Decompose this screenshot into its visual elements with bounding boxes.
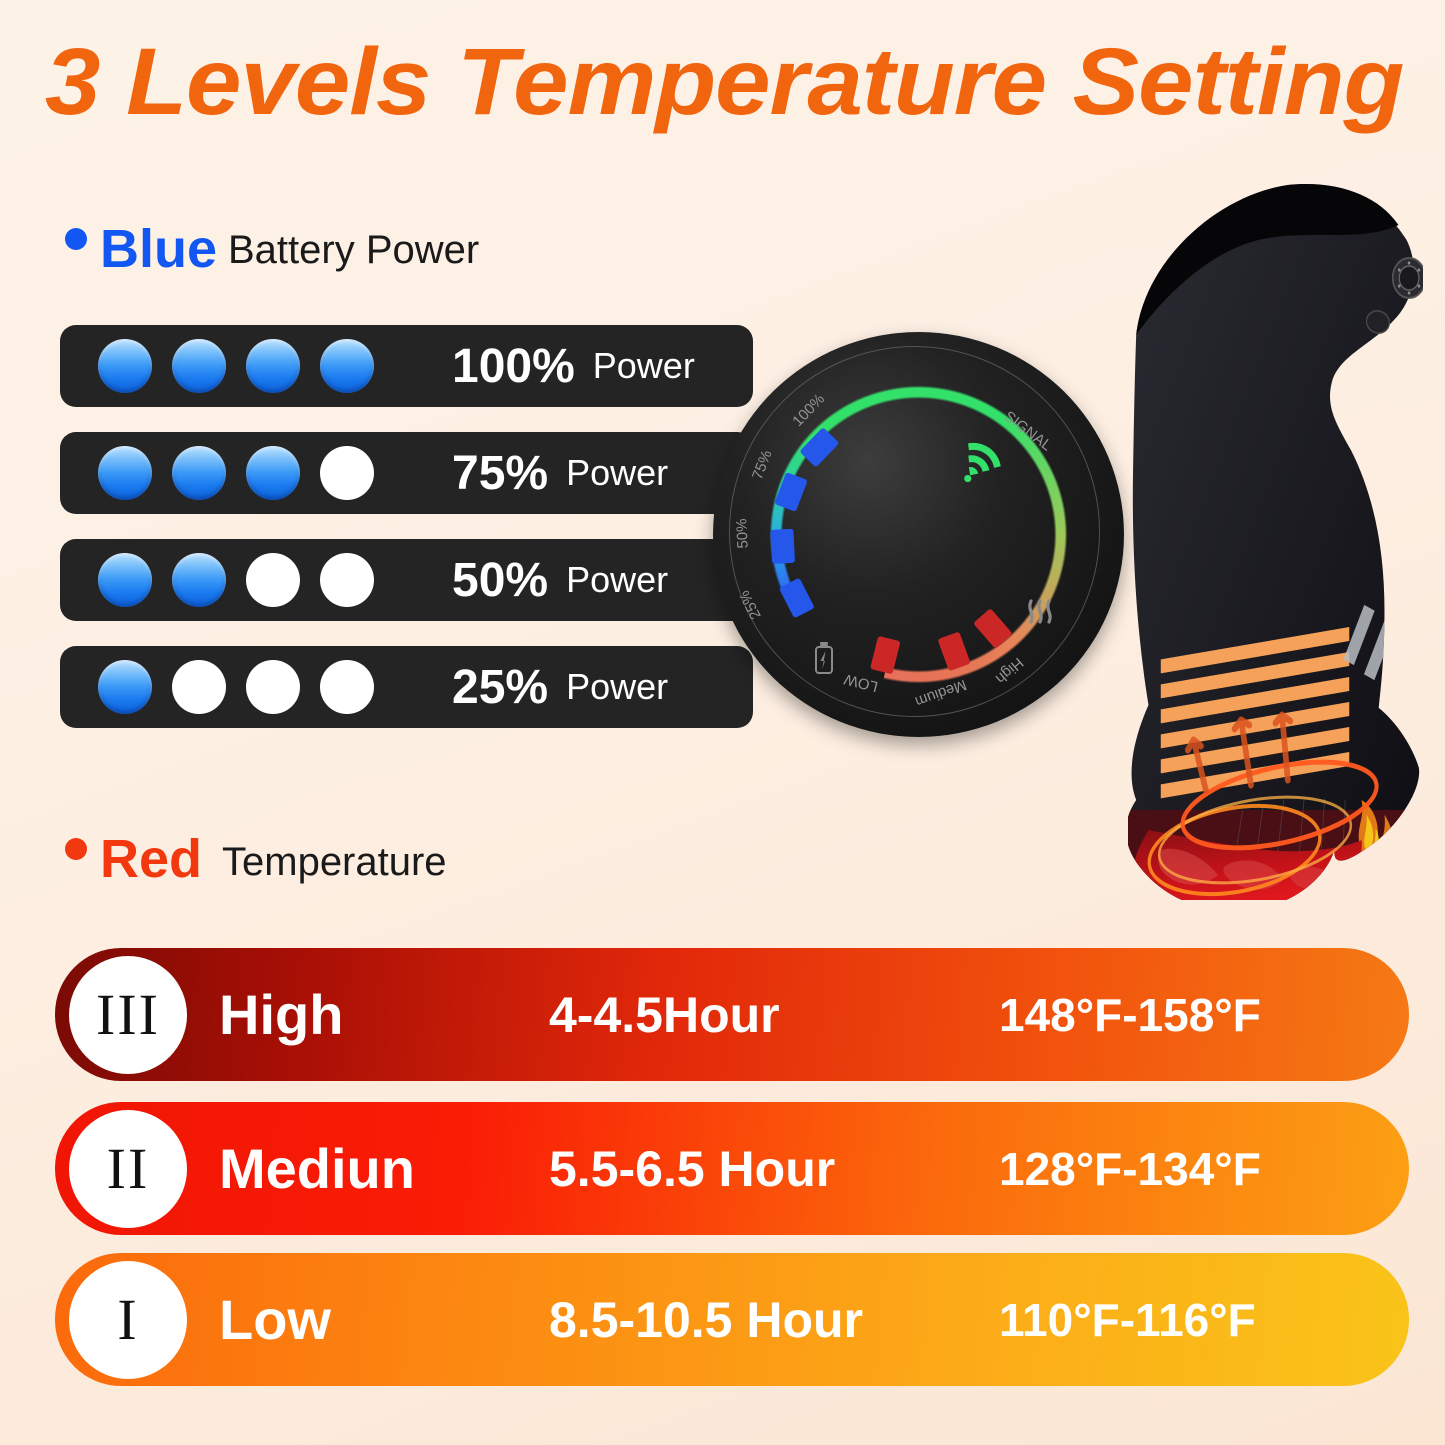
svg-text:SIGNAL: SIGNAL — [1001, 408, 1055, 455]
svg-text:50%: 50% — [733, 518, 752, 549]
svg-text:100%: 100% — [789, 391, 828, 430]
svg-text:75%: 75% — [749, 448, 776, 482]
svg-text:25%: 25% — [736, 588, 765, 622]
svg-text:High: High — [992, 654, 1026, 687]
svg-text:LOW: LOW — [842, 670, 880, 695]
svg-text:Medium: Medium — [913, 676, 969, 710]
